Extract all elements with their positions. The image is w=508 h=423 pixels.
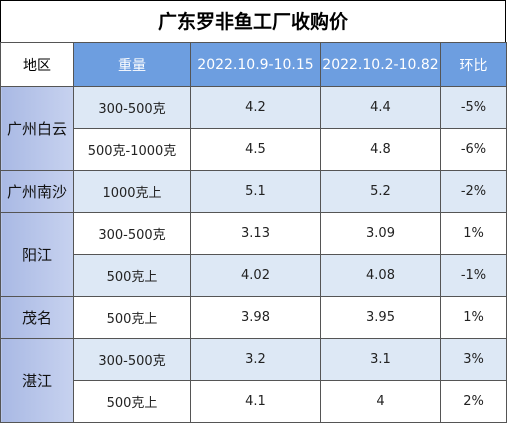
value-cell: -1% bbox=[440, 254, 507, 297]
header-row: 地区 重量 2022.10.9-10.15 2022.10.2-10.82 环比 bbox=[0, 42, 507, 87]
value-cell: 4.02 bbox=[190, 254, 321, 297]
weight-cell: 300-500克 bbox=[73, 212, 191, 255]
weight-cell: 300-500克 bbox=[73, 86, 191, 129]
value-cell: 1% bbox=[440, 296, 507, 339]
region-cell: 茂名 bbox=[0, 296, 74, 339]
value-cell: 3% bbox=[440, 338, 507, 381]
value-cell: 4.2 bbox=[190, 86, 321, 129]
value-cell: 3.2 bbox=[190, 338, 321, 381]
value-cell: 2% bbox=[440, 380, 507, 423]
table-title: 广东罗非鱼工厂收购价 bbox=[0, 0, 506, 42]
header-cell: 2022.10.2-10.82 bbox=[320, 42, 441, 87]
value-cell: 3.13 bbox=[190, 212, 321, 255]
value-cell: 4.4 bbox=[320, 86, 441, 129]
region-cell: 湛江 bbox=[0, 338, 74, 423]
value-cell: -2% bbox=[440, 170, 507, 213]
value-cell: 4.1 bbox=[190, 380, 321, 423]
weight-cell: 500克上 bbox=[73, 380, 191, 423]
table-row: 阳江 300-500克 3.13 3.09 1% bbox=[0, 212, 507, 297]
table-row: 500克上 4.02 4.08 -1% bbox=[1, 254, 507, 297]
weight-cell: 500克上 bbox=[73, 296, 191, 339]
value-cell: 4.8 bbox=[320, 128, 441, 171]
header-cell: 重量 bbox=[73, 42, 191, 87]
value-cell: 3.95 bbox=[320, 296, 441, 339]
region-cell: 广州南沙 bbox=[0, 170, 74, 213]
value-cell: 1% bbox=[440, 212, 507, 255]
weight-cell: 300-500克 bbox=[73, 338, 191, 381]
value-cell: 5.1 bbox=[190, 170, 321, 213]
region-cell: 广州白云 bbox=[0, 86, 74, 171]
value-cell: 3.1 bbox=[320, 338, 441, 381]
value-cell: 4.08 bbox=[320, 254, 441, 297]
table-row: 500克-1000克 4.5 4.8 -6% bbox=[1, 128, 507, 171]
price-table: 地区 重量 2022.10.9-10.15 2022.10.2-10.82 环比 广州白… bbox=[0, 42, 507, 423]
table-row: 500克上 4.1 4 2% bbox=[1, 380, 507, 423]
table-row: 湛江 300-500克 3.2 3.1 3% bbox=[0, 338, 507, 423]
value-cell: 3.09 bbox=[320, 212, 441, 255]
table-row: 广州白云 300-500克 4.2 4.4 -5% bbox=[0, 86, 507, 171]
header-cell: 2022.10.9-10.15 bbox=[190, 42, 321, 87]
value-cell: 3.98 bbox=[190, 296, 321, 339]
value-cell: -6% bbox=[440, 128, 507, 171]
table-row: 广州南沙 1000克上 5.1 5.2 -2% bbox=[0, 170, 507, 213]
table-body: 广州白云 300-500克 4.2 4.4 -5% 500克-1000克 4.5 4.8 -6%… bbox=[0, 86, 507, 423]
value-cell: 4.5 bbox=[190, 128, 321, 171]
header-cell: 地区 bbox=[0, 42, 74, 87]
weight-cell: 500克-1000克 bbox=[73, 128, 191, 171]
weight-cell: 1000克上 bbox=[73, 170, 191, 213]
table-row: 茂名 500克上 3.98 3.95 1% bbox=[0, 296, 507, 339]
value-cell: 5.2 bbox=[320, 170, 441, 213]
value-cell: -5% bbox=[440, 86, 507, 129]
header-cell: 环比 bbox=[440, 42, 507, 87]
weight-cell: 500克上 bbox=[73, 254, 191, 297]
value-cell: 4 bbox=[320, 380, 441, 423]
region-cell: 阳江 bbox=[0, 212, 74, 297]
